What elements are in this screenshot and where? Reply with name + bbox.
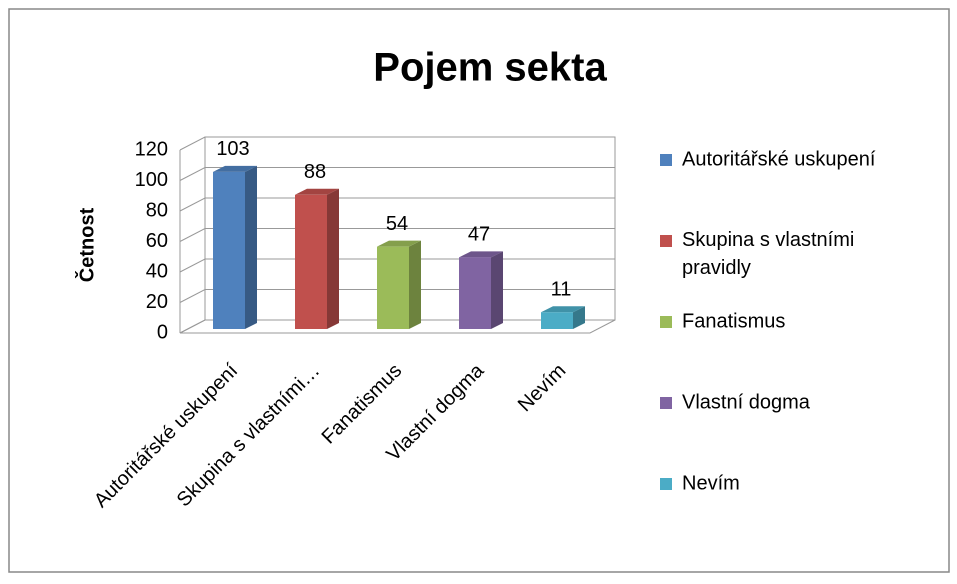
y-tick-label: 40: [146, 260, 168, 282]
legend-label: Autoritářské uskupení: [682, 148, 876, 170]
bar-front: [377, 246, 409, 329]
legend-swatch: [660, 316, 672, 328]
grid-line: [179, 136, 615, 151]
y-tick-label: 60: [146, 230, 168, 252]
bar: [541, 306, 585, 329]
bar-front: [459, 257, 491, 329]
y-tick-label: 120: [135, 138, 168, 160]
y-tick-label: 20: [146, 291, 168, 313]
bar-top: [295, 188, 339, 195]
value-label: 88: [304, 161, 326, 183]
bar: [377, 240, 421, 329]
value-label: 103: [216, 138, 249, 160]
value-label: 54: [386, 213, 408, 235]
legend-label: Fanatismus: [682, 310, 785, 332]
bar-side: [573, 306, 585, 329]
y-tick-label: 0: [157, 321, 168, 343]
legend-label: Vlastní dogma: [682, 391, 811, 413]
bar-front: [213, 171, 245, 329]
bar: [295, 188, 339, 329]
bar-top: [459, 251, 503, 258]
legend-swatch: [660, 235, 672, 247]
bar: [459, 251, 503, 329]
bar-side: [245, 165, 257, 329]
chart-title: Pojem sekta: [373, 46, 607, 90]
legend-label: Nevím: [682, 472, 740, 494]
bar: [213, 165, 257, 329]
bar-top: [213, 165, 257, 172]
bar-top: [541, 306, 585, 313]
grid-line: [179, 228, 615, 242]
legend-line: pravidly: [682, 257, 751, 279]
bar-side: [409, 240, 421, 329]
value-label: 11: [551, 279, 572, 301]
y-tick-label: 100: [135, 169, 168, 191]
bar-side: [327, 188, 339, 329]
bar-front: [295, 194, 327, 329]
y-tick-label: 80: [146, 199, 168, 221]
legend-line: Skupina s vlastními: [682, 229, 854, 251]
bar-side: [491, 251, 503, 329]
legend-swatch: [660, 397, 672, 409]
grid-line: [179, 167, 615, 181]
bar-front: [541, 312, 573, 329]
grid-line: [179, 197, 615, 212]
y-axis-title: Četnost: [74, 207, 98, 282]
legend-swatch: [660, 154, 672, 166]
value-label: 47: [468, 224, 490, 246]
legend-label: Skupina s vlastními pravidly: [682, 229, 854, 279]
legend-swatch: [660, 478, 672, 490]
bar-top: [377, 240, 421, 247]
